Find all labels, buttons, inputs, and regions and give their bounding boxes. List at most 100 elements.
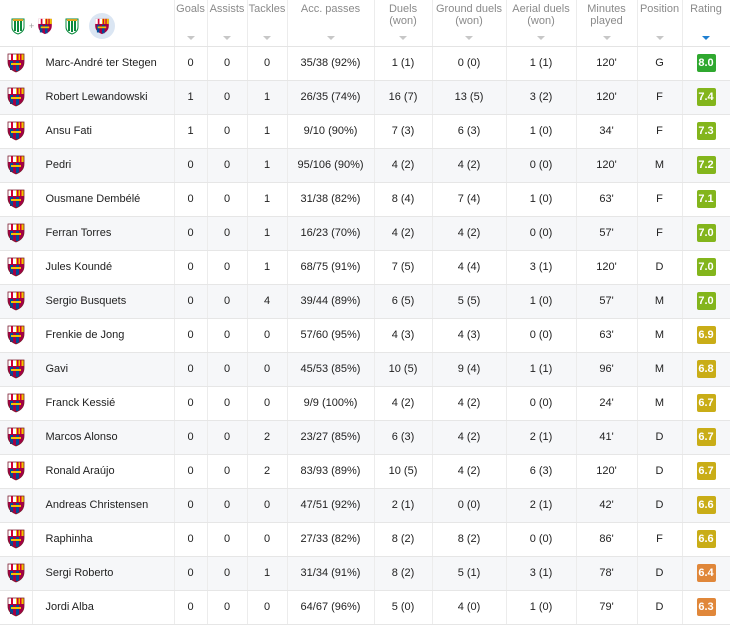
goals-cell: 0 (174, 318, 208, 353)
table-row[interactable]: Marcos Alonso 0 0 2 23/27 (85%) 6 (3) 4 … (0, 420, 730, 455)
player-name[interactable]: Ferran Torres (32, 216, 175, 251)
assists-cell: 0 (207, 250, 248, 285)
position-cell: D (637, 250, 683, 285)
column-header-ground-duels[interactable]: Ground duels (won) (432, 0, 507, 47)
position-cell: D (637, 590, 683, 625)
table-row[interactable]: Frenkie de Jong 0 0 0 57/60 (95%) 4 (3) … (0, 318, 730, 353)
goals-cell: 0 (174, 148, 208, 183)
filter-both-teams-button[interactable]: + (8, 14, 58, 38)
ground-duels-cell: 5 (5) (432, 284, 507, 319)
duels-cell: 6 (5) (374, 284, 433, 319)
column-header-duels[interactable]: Duels (won) (374, 0, 433, 47)
rating-cell: 8.0 (682, 46, 730, 81)
column-header-goals[interactable]: Goals (174, 0, 208, 47)
goals-cell: 0 (174, 454, 208, 489)
acc-passes-cell: 26/35 (74%) (287, 80, 375, 115)
position-cell: F (637, 114, 683, 149)
rating-cell: 6.9 (682, 318, 730, 353)
acc-passes-cell: 47/51 (92%) (287, 488, 375, 523)
table-row[interactable]: Franck Kessié 0 0 0 9/9 (100%) 4 (2) 4 (… (0, 386, 730, 421)
table-row[interactable]: Ferran Torres 0 0 1 16/23 (70%) 4 (2) 4 … (0, 216, 730, 251)
column-header-rating[interactable]: Rating (682, 0, 730, 47)
minutes-played-cell: 57' (576, 216, 638, 251)
player-name[interactable]: Ronald Araújo (32, 454, 175, 489)
acc-passes-cell: 9/10 (90%) (287, 114, 375, 149)
aerial-duels-cell: 1 (1) (506, 46, 577, 81)
rating-badge: 6.7 (696, 462, 716, 480)
column-header-position[interactable]: Position (637, 0, 683, 47)
table-row[interactable]: Sergio Busquets 0 0 4 39/44 (89%) 6 (5) … (0, 284, 730, 319)
aerial-duels-cell: 1 (0) (506, 114, 577, 149)
sort-arrow-icon (602, 35, 611, 40)
sort-arrow-icon (399, 35, 408, 40)
table-body: Marc-André ter Stegen 0 0 0 35/38 (92%) … (0, 46, 730, 625)
ground-duels-cell: 0 (0) (432, 488, 507, 523)
column-header-aerial-duels[interactable]: Aerial duels (won) (506, 0, 577, 47)
table-row[interactable]: Sergi Roberto 0 0 1 31/34 (91%) 8 (2) 5 … (0, 556, 730, 591)
table-row[interactable]: Ansu Fati 1 0 1 9/10 (90%) 7 (3) 6 (3) 1… (0, 114, 730, 149)
table-row[interactable]: Raphinha 0 0 0 27/33 (82%) 8 (2) 8 (2) 0… (0, 522, 730, 557)
tackles-cell: 1 (247, 556, 288, 591)
player-name[interactable]: Marcos Alonso (32, 420, 175, 455)
table-row[interactable]: Gavi 0 0 0 45/53 (85%) 10 (5) 9 (4) 1 (1… (0, 352, 730, 387)
assists-cell: 0 (207, 488, 248, 523)
minutes-played-cell: 57' (576, 284, 638, 319)
team-crest-cell (0, 386, 33, 421)
filter-betis-button[interactable] (62, 14, 85, 38)
aerial-duels-cell: 6 (3) (506, 454, 577, 489)
player-name[interactable]: Marc-André ter Stegen (32, 46, 175, 81)
duels-cell: 2 (1) (374, 488, 433, 523)
rating-cell: 7.0 (682, 284, 730, 319)
team-crest-cell (0, 352, 33, 387)
player-name[interactable]: Jordi Alba (32, 590, 175, 625)
tackles-cell: 2 (247, 454, 288, 489)
table-row[interactable]: Ousmane Dembélé 0 0 1 31/38 (82%) 8 (4) … (0, 182, 730, 217)
rating-badge: 7.0 (696, 224, 716, 242)
filter-barcelona-button[interactable] (89, 13, 116, 39)
column-header-tackles[interactable]: Tackles (247, 0, 288, 47)
player-name[interactable]: Frenkie de Jong (32, 318, 175, 353)
rating-badge: 6.7 (696, 394, 716, 412)
ground-duels-cell: 4 (4) (432, 250, 507, 285)
team-crest-cell (0, 46, 33, 81)
column-label: Ground duels (435, 3, 503, 15)
assists-cell: 0 (207, 590, 248, 625)
aerial-duels-cell: 0 (0) (506, 522, 577, 557)
column-header-assists[interactable]: Assists (207, 0, 248, 47)
goals-cell: 1 (174, 80, 208, 115)
player-name[interactable]: Ansu Fati (32, 114, 175, 149)
tackles-cell: 4 (247, 284, 288, 319)
table-row[interactable]: Marc-André ter Stegen 0 0 0 35/38 (92%) … (0, 46, 730, 81)
table-row[interactable]: Ronald Araújo 0 0 2 83/93 (89%) 10 (5) 4… (0, 454, 730, 489)
position-cell: D (637, 556, 683, 591)
player-name[interactable]: Sergi Roberto (32, 556, 175, 591)
aerial-duels-cell: 2 (1) (506, 420, 577, 455)
table-row[interactable]: Robert Lewandowski 1 0 1 26/35 (74%) 16 … (0, 80, 730, 115)
player-name[interactable]: Robert Lewandowski (32, 80, 175, 115)
sort-arrow-icon (223, 35, 232, 40)
goals-cell: 0 (174, 556, 208, 591)
minutes-played-cell: 34' (576, 114, 638, 149)
acc-passes-cell: 39/44 (89%) (287, 284, 375, 319)
duels-cell: 4 (2) (374, 148, 433, 183)
player-name[interactable]: Andreas Christensen (32, 488, 175, 523)
acc-passes-cell: 45/53 (85%) (287, 352, 375, 387)
player-name[interactable]: Jules Koundé (32, 250, 175, 285)
player-name[interactable]: Gavi (32, 352, 175, 387)
column-header-minutes[interactable]: Minutes played (576, 0, 638, 47)
player-name[interactable]: Pedri (32, 148, 175, 183)
goals-cell: 0 (174, 250, 208, 285)
player-name[interactable]: Raphinha (32, 522, 175, 557)
player-name[interactable]: Sergio Busquets (32, 284, 175, 319)
table-row[interactable]: Andreas Christensen 0 0 0 47/51 (92%) 2 … (0, 488, 730, 523)
table-row[interactable]: Jules Koundé 0 0 1 68/75 (91%) 7 (5) 4 (… (0, 250, 730, 285)
player-name[interactable]: Ousmane Dembélé (32, 182, 175, 217)
barcelona-crest-icon (7, 359, 25, 379)
goals-cell: 0 (174, 488, 208, 523)
column-header-acc-passes[interactable]: Acc. passes (287, 0, 375, 47)
table-row[interactable]: Pedri 0 0 1 95/106 (90%) 4 (2) 4 (2) 0 (… (0, 148, 730, 183)
player-name[interactable]: Franck Kessié (32, 386, 175, 421)
table-row[interactable]: Jordi Alba 0 0 0 64/67 (96%) 5 (0) 4 (0)… (0, 590, 730, 625)
assists-cell: 0 (207, 522, 248, 557)
